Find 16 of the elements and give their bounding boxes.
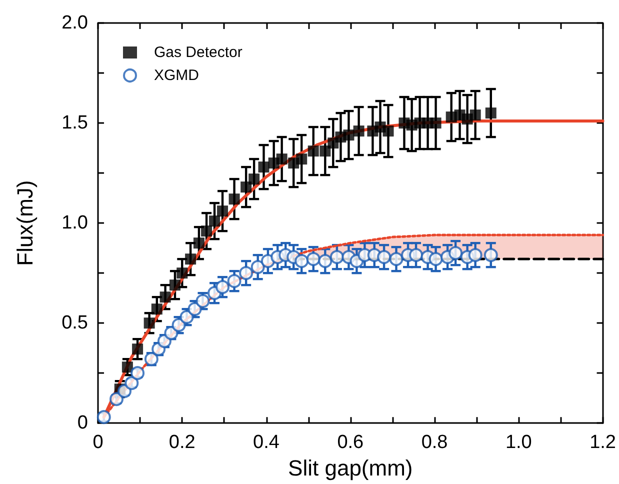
x-tick-label: 0.8 bbox=[421, 432, 448, 454]
x-tick-label: 1.0 bbox=[505, 432, 532, 454]
x-tick-label: 0.2 bbox=[168, 432, 196, 454]
x-tick-label: 1.2 bbox=[590, 432, 616, 454]
y-tick-label: 0 bbox=[77, 412, 88, 434]
y-tick-label: 1.0 bbox=[62, 212, 88, 234]
x-tick-label: 0.6 bbox=[337, 432, 364, 454]
legend-label: Gas Detector bbox=[154, 44, 242, 61]
y-tick-label: 0.5 bbox=[62, 312, 88, 334]
y-tick-label: 2.0 bbox=[62, 12, 88, 34]
x-tick-label: 0.4 bbox=[253, 432, 280, 454]
y-tick-label: 1.5 bbox=[62, 112, 88, 134]
legend-label: XGMD bbox=[154, 67, 200, 84]
x-tick-label: 0 bbox=[92, 432, 104, 454]
y-axis-title: Flux(mJ) bbox=[12, 180, 38, 266]
x-axis-title: Slit gap(mm) bbox=[288, 456, 413, 480]
